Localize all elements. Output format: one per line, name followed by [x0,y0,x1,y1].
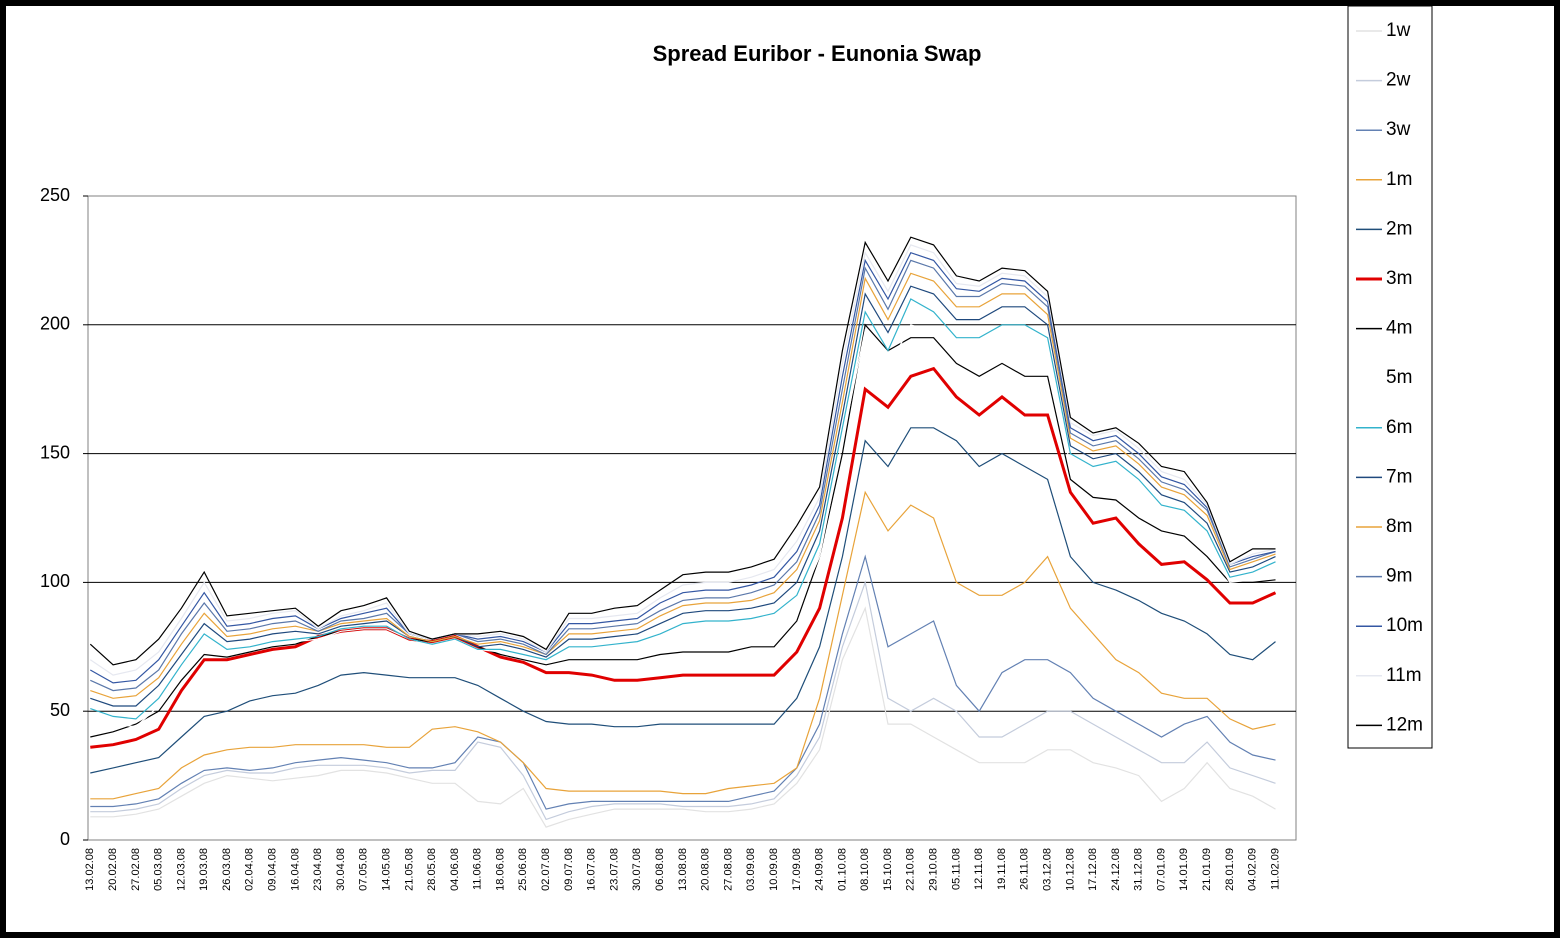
series-line [89,244,1276,676]
legend-label: 7m [1386,466,1412,487]
x-tick-label: 28.01.09 [1224,848,1236,891]
x-tick-label: 14.05.08 [380,848,392,891]
x-tick-label: 05.11.08 [950,848,962,890]
x-tick-label: 14.01.09 [1178,848,1190,891]
x-tick-label: 28.05.08 [426,848,438,891]
x-tick-label: 21.05.08 [403,848,415,891]
x-tick-label: 15.10.08 [882,848,894,891]
x-tick-label: 30.04.08 [335,848,347,891]
x-tick-label: 11.02.09 [1269,848,1281,890]
x-tick-label: 12.03.08 [175,848,187,891]
x-tick-label: 19.03.08 [198,848,210,891]
x-tick-label: 08.10.08 [859,848,871,891]
legend-label: 1w [1386,20,1411,41]
series-line [90,606,1276,828]
x-tick-label: 12.11.08 [973,848,985,890]
y-tick-label: 100 [40,571,70,591]
x-tick-label: 07.05.08 [358,848,370,891]
x-tick-label: 27.08.08 [722,848,734,891]
series-line [90,366,1277,749]
x-tick-label: 20.08.08 [700,848,712,891]
x-tick-label: 27.02.08 [130,848,142,891]
x-tick-label: 26.11.08 [1019,848,1031,890]
x-tick-label: 09.04.08 [267,848,279,891]
series-line [90,323,1276,738]
series-line [90,259,1276,692]
x-tick-label: 18.06.08 [494,848,506,891]
legend-label: 6m [1386,417,1412,438]
x-tick-label: 01.10.08 [836,848,848,891]
x-tick-label: 19.11.08 [996,848,1008,890]
x-tick-label: 13.02.08 [84,848,96,891]
series-line [90,285,1276,707]
x-tick-label: 31.12.08 [1133,848,1145,891]
y-tick-label: 200 [40,314,70,334]
x-tick-label: 23.04.08 [312,848,324,891]
x-tick-label: 06.08.08 [654,848,666,891]
x-tick-label: 24.09.08 [814,848,826,891]
series-line [90,554,1276,810]
x-tick-label: 07.01.09 [1155,848,1167,891]
x-tick-label: 21.01.09 [1201,848,1213,891]
y-tick-label: 150 [40,442,70,462]
x-tick-label: 22.10.08 [905,848,917,891]
x-tick-label: 10.12.08 [1064,848,1076,891]
chart-title: Spread Euribor - Eunonia Swap [653,41,982,66]
plot-area [87,195,1297,841]
series-line [90,580,1276,821]
series-line [89,236,1276,666]
legend-label: 5m [1386,367,1412,388]
x-tick-label: 13.08.08 [677,848,689,891]
x-tick-label: 03.09.08 [745,848,757,891]
x-tick-label: 25.06.08 [517,848,529,891]
x-tick-label: 02.07.08 [540,848,552,891]
y-tick-label: 50 [50,700,70,720]
series-line [90,427,1276,774]
x-tick-label: 03.12.08 [1041,848,1053,891]
x-tick-label: 05.03.08 [153,848,165,891]
y-tick-label: 0 [60,829,70,849]
x-tick-label: 02.04.08 [244,848,256,891]
x-tick-label: 24.12.08 [1110,848,1122,891]
x-tick-label: 17.09.08 [791,848,803,891]
legend-label: 10m [1386,615,1423,636]
x-tick-label: 23.07.08 [608,848,620,891]
legend-label: 3w [1386,119,1411,140]
x-tick-label: 20.02.08 [107,848,119,891]
x-tick-label: 17.12.08 [1087,848,1099,891]
x-tick-label: 10.09.08 [768,848,780,891]
legend-label: 11m [1386,665,1422,686]
x-tick-label: 26.03.08 [221,848,233,891]
legend-label: 2w [1386,70,1411,91]
series-line [90,298,1276,720]
x-tick-label: 11.06.08 [472,848,484,890]
x-tick-label: 16.04.08 [289,848,301,891]
series-line [90,251,1276,684]
legend-label: 1m [1386,169,1412,190]
x-tick-label: 30.07.08 [631,848,643,891]
legend-label: 2m [1386,218,1412,239]
series-line [90,490,1276,800]
legend-label: 12m [1386,714,1423,735]
x-tick-label: 29.10.08 [928,848,940,891]
legend-label: 8m [1386,516,1412,537]
x-tick-label: 09.07.08 [563,848,575,891]
x-tick-label: 16.07.08 [586,848,598,891]
legend-label: 9m [1386,566,1412,587]
x-tick-label: 04.02.09 [1247,848,1259,891]
series-line [90,272,1276,699]
y-tick-label: 250 [40,185,70,205]
x-tick-label: 04.06.08 [449,848,461,891]
series-line [90,324,1276,728]
legend-label: 3m [1386,268,1412,289]
legend-label: 4m [1386,318,1412,339]
